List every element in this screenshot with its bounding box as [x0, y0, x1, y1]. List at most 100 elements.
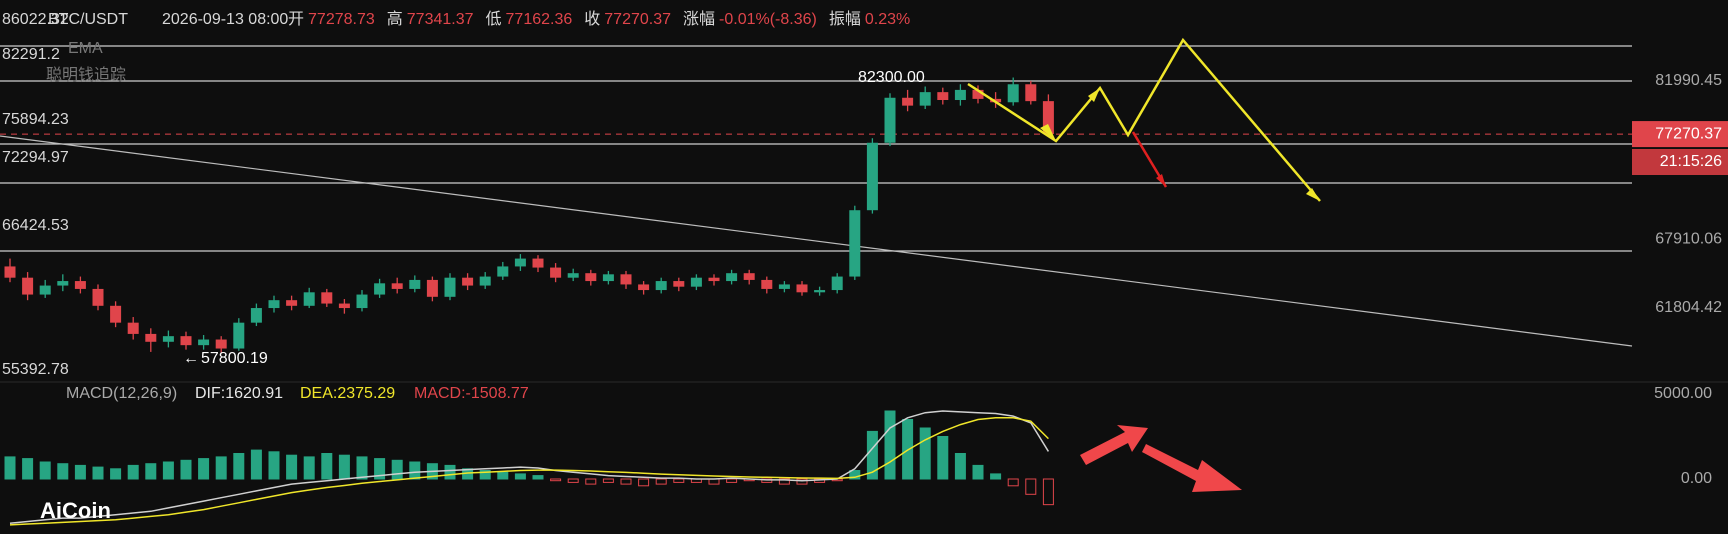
- candle-body: [338, 303, 350, 309]
- candle-body: [268, 300, 280, 309]
- macd-bar: [39, 461, 51, 480]
- candle-body: [444, 277, 456, 297]
- macd-bar: [497, 471, 509, 480]
- field-value: 77341.37: [407, 11, 474, 28]
- macd-bar: [233, 453, 245, 480]
- candle-body: [374, 283, 386, 295]
- y-tick-label: 61804.42: [1655, 299, 1722, 316]
- candle-body: [391, 283, 403, 289]
- field-label: 开: [288, 11, 304, 28]
- symbol: BTC/USDT: [48, 11, 128, 28]
- macd-bar: [1042, 478, 1054, 506]
- field-label: 振幅: [829, 10, 861, 28]
- macd-value-label: MACD:-1508.77: [414, 385, 529, 402]
- candle-body: [866, 142, 878, 211]
- candle-body: [250, 308, 262, 323]
- arrow-head: [1306, 188, 1320, 201]
- macd-bar: [268, 451, 280, 480]
- candle-body: [972, 89, 984, 99]
- macd-bar: [761, 478, 773, 483]
- projection-path: [967, 37, 1321, 202]
- field-label: 高: [387, 10, 403, 28]
- macd-bar: [286, 454, 298, 480]
- candle-body: [426, 279, 438, 297]
- y-tick-label: 5000.00: [1654, 385, 1712, 402]
- field-value: 77162.36: [506, 11, 573, 28]
- field-label: 低: [486, 10, 502, 28]
- candle-body: [286, 300, 298, 306]
- macd-bar: [74, 464, 86, 480]
- arrow-head: [1040, 124, 1056, 141]
- macd-bar: [127, 464, 139, 480]
- macd-bar: [338, 454, 350, 480]
- candle-body: [849, 210, 861, 277]
- candle-body: [743, 273, 755, 280]
- candle-body: [110, 305, 122, 323]
- field-label: 涨幅: [683, 10, 715, 28]
- macd-bar: [57, 463, 69, 480]
- candle-body: [567, 273, 579, 278]
- candle-body: [145, 333, 157, 342]
- macd-bar: [972, 464, 984, 480]
- current-price: 77270.37: [1655, 125, 1722, 142]
- candle-body: [620, 274, 632, 285]
- macd-label: MACD(12,26,9): [66, 385, 177, 402]
- field-value: 0.23%: [865, 11, 910, 28]
- candle-body: [497, 266, 509, 277]
- macd-bar: [303, 456, 315, 480]
- macd-arrow-up: [1080, 425, 1148, 465]
- candle-body: [356, 294, 368, 309]
- candle-body: [22, 277, 34, 295]
- candle-body: [92, 288, 104, 306]
- macd-bar: [444, 464, 456, 480]
- level-label: 86022.32: [2, 11, 69, 28]
- candle-body: [796, 284, 808, 293]
- candle-body: [919, 92, 931, 106]
- candle-body: [902, 97, 914, 106]
- candle-body: [532, 258, 544, 268]
- level-label: 82291.2: [2, 46, 60, 63]
- macd-bar: [726, 478, 738, 483]
- indicator: EMA: [68, 40, 103, 57]
- macd-bar: [602, 478, 614, 483]
- candle-body: [479, 276, 491, 286]
- arrow-head: [1088, 88, 1100, 102]
- candle-body: [514, 258, 526, 267]
- level-label: 75894.23: [2, 111, 69, 128]
- candle-body: [1007, 84, 1019, 103]
- candle-body: [814, 290, 826, 293]
- candle-body: [550, 267, 562, 278]
- macd-bar: [778, 478, 790, 485]
- level-label: 66424.53: [2, 217, 69, 234]
- candle-body: [303, 292, 315, 306]
- dea-line: [9, 417, 1049, 526]
- candle-body: [585, 273, 597, 282]
- candle-body: [4, 266, 16, 278]
- macd-bar: [22, 458, 34, 480]
- field-value: 77278.73: [308, 11, 375, 28]
- macd-bar: [4, 456, 16, 480]
- macd-bar: [356, 456, 368, 480]
- macd-bar: [250, 449, 262, 480]
- macd-bar: [162, 461, 174, 480]
- candle-body: [74, 281, 86, 289]
- macd-bar: [990, 473, 1002, 480]
- dif-label: DIF:1620.91: [195, 385, 283, 402]
- arrow-head: [1156, 174, 1166, 187]
- macd-bar: [198, 458, 210, 480]
- indicator: 聪明钱追踪: [46, 66, 126, 84]
- dif-line: [9, 410, 1050, 524]
- candle-body: [937, 92, 949, 101]
- time: 2026-09-13 08:00: [162, 11, 288, 28]
- y-tick-label: 81990.45: [1655, 72, 1722, 89]
- candle-body: [638, 284, 650, 291]
- candle-body: [602, 274, 614, 282]
- countdown: 21:15:26: [1660, 153, 1722, 170]
- macd-bar: [567, 478, 579, 483]
- field-label: 收: [584, 10, 600, 28]
- candle-body: [233, 322, 245, 349]
- macd-bar: [620, 478, 632, 485]
- macd-bar: [849, 470, 861, 480]
- trend-line: [0, 135, 1633, 347]
